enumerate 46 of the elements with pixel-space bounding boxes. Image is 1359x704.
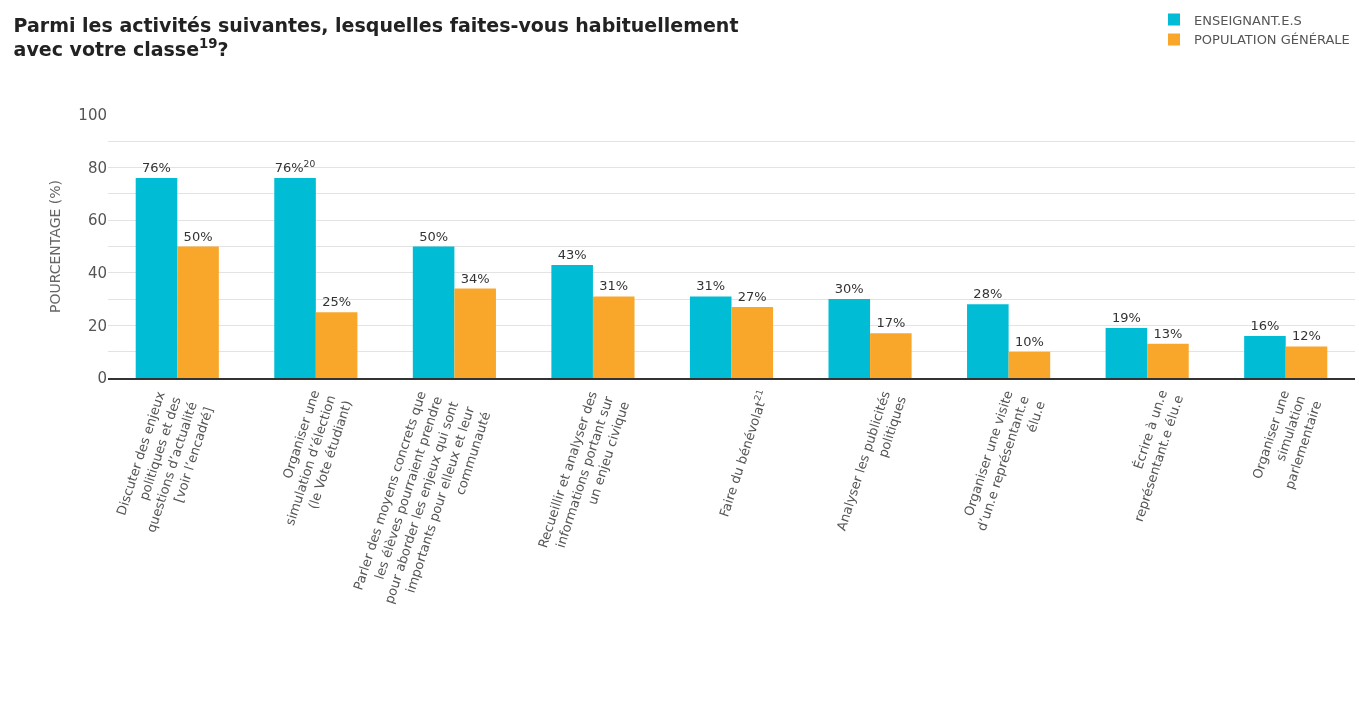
data-label: 31% bbox=[599, 278, 629, 294]
y-tick-label: 80 bbox=[87, 158, 107, 177]
data-label: 31% bbox=[696, 278, 726, 294]
bar bbox=[1105, 328, 1148, 378]
bar bbox=[177, 246, 219, 378]
bar bbox=[1244, 335, 1286, 378]
data-label: 50% bbox=[183, 228, 213, 244]
bar bbox=[731, 306, 774, 378]
chart-title: Parmi les activités suivantes, lesquelles faites-vous habituellement avec votre classe$^{19}$? bbox=[13, 13, 739, 61]
y-tick-label: 60 bbox=[87, 211, 107, 230]
data-label: 28% bbox=[973, 286, 1003, 302]
y-tick-label: 0 bbox=[97, 369, 107, 388]
legend-label: POPULATION GÉNÉRALE bbox=[1194, 32, 1350, 48]
bar bbox=[1147, 343, 1189, 378]
data-label: 76% bbox=[142, 160, 171, 176]
bar bbox=[274, 178, 316, 378]
bar bbox=[454, 288, 496, 378]
bar bbox=[689, 296, 732, 378]
bar bbox=[1285, 346, 1328, 378]
y-tick-label: 100 bbox=[78, 106, 107, 125]
bar bbox=[551, 264, 593, 378]
bar bbox=[315, 312, 358, 378]
y-tick-label: 20 bbox=[87, 316, 107, 335]
y-axis-title: POURCENTAGE (%) bbox=[46, 180, 63, 313]
data-label: 16% bbox=[1250, 317, 1280, 333]
bar bbox=[135, 178, 178, 378]
legend-label: ENSEIGNANT.E.S bbox=[1194, 12, 1302, 28]
bar bbox=[412, 246, 455, 378]
bar bbox=[967, 304, 1009, 378]
data-label: 30% bbox=[834, 281, 864, 297]
data-label: 17% bbox=[876, 315, 906, 331]
y-tick-label: 40 bbox=[87, 264, 107, 283]
data-label: 25% bbox=[322, 294, 352, 310]
bar bbox=[870, 333, 912, 378]
bar bbox=[592, 296, 635, 378]
data-label: 43% bbox=[557, 246, 587, 262]
data-label: 27% bbox=[737, 288, 767, 304]
bar bbox=[828, 299, 871, 378]
data-label: 12% bbox=[1292, 328, 1321, 344]
bar bbox=[1008, 351, 1051, 378]
data-label: 50% bbox=[419, 228, 449, 244]
data-label: 34% bbox=[460, 270, 490, 286]
data-label: 10% bbox=[1014, 333, 1044, 349]
data-label: 19% bbox=[1111, 310, 1141, 326]
data-label: 13% bbox=[1153, 325, 1183, 341]
data-label: 76%$^{20}$ bbox=[274, 158, 316, 176]
